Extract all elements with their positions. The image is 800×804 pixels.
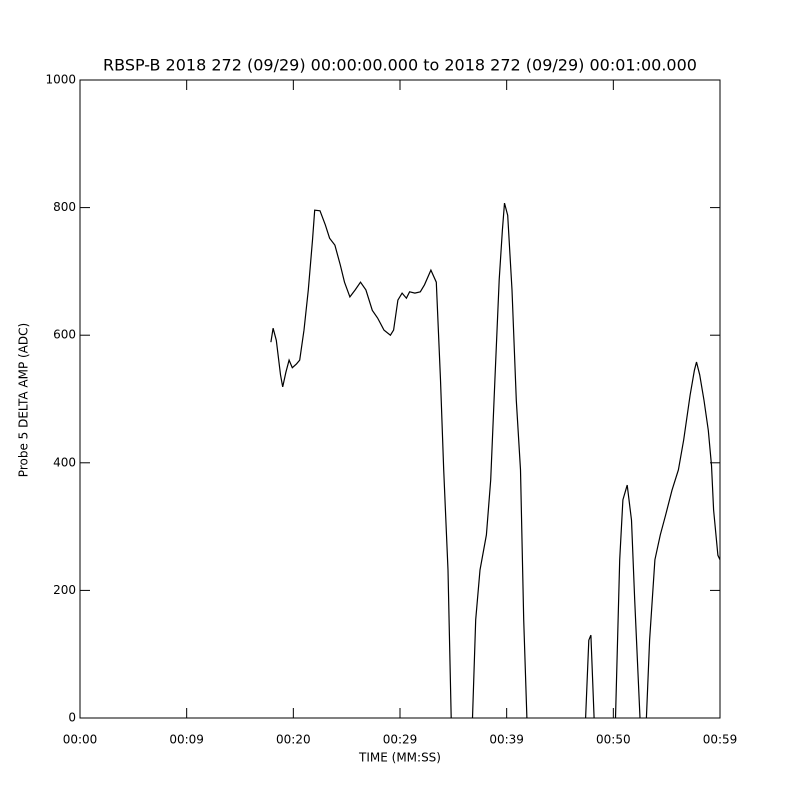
y-tick-label: 400 — [53, 455, 76, 469]
x-tick-label: 00:20 — [276, 733, 311, 747]
chart-title: RBSP-B 2018 272 (09/29) 00:00:00.000 to … — [103, 56, 697, 75]
y-tick-label: 600 — [53, 328, 76, 342]
y-tick-label: 1000 — [45, 73, 76, 87]
x-tick-label: 00:39 — [489, 733, 524, 747]
x-tick-label: 00:59 — [703, 733, 738, 747]
x-axis-label: TIME (MM:SS) — [358, 751, 441, 765]
x-tick-label: 00:09 — [169, 733, 204, 747]
y-tick-label: 0 — [68, 711, 76, 725]
x-tick-label: 00:00 — [63, 733, 98, 747]
x-tick-label: 00:29 — [383, 733, 418, 747]
data-line — [270, 202, 721, 719]
y-tick-label: 800 — [53, 200, 76, 214]
y-tick-label: 200 — [53, 583, 76, 597]
plot-frame — [79, 79, 721, 719]
y-axis-label: Probe 5 DELTA AMP (ADC) — [17, 323, 31, 477]
x-tick-label: 00:50 — [596, 733, 631, 747]
